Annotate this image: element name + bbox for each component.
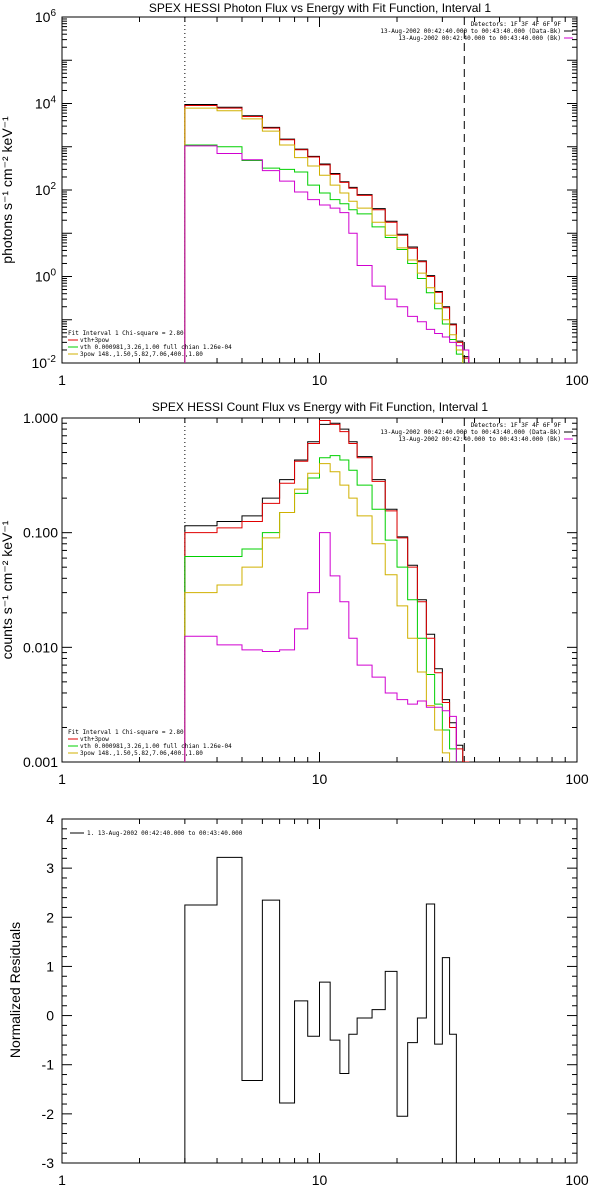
data-series (184, 856, 457, 1163)
series-line (184, 422, 470, 762)
x-tick-label: 1 (58, 372, 66, 388)
series-line (184, 144, 464, 363)
axis-ticks: 1 10 100 -3 -2 -1 0 1 2 3 4 (42, 811, 589, 1188)
y-tick-label: 3 (46, 860, 54, 876)
x-tick-label: 1 (58, 771, 66, 787)
axis-ticks: 1 10 100 10-2 102 104 106 100 (32, 8, 589, 388)
series-line (184, 532, 457, 762)
y-axis-label: photons s⁻¹ cm⁻² keV⁻¹ (0, 116, 15, 264)
y-tick-label: 100 (35, 268, 57, 285)
series-line (184, 463, 451, 762)
legend-text: vth 0.000981,3.26,1.00 full chian 1.26e-… (80, 344, 232, 351)
data-series (184, 103, 470, 363)
legend-bottom-left: Fit Interval 1 Chi-square = 2.80vth+3pow… (68, 330, 232, 358)
legend-text: 3pow 148.,1.50,5.82,7.06,400.,1.80 (80, 750, 203, 757)
y-tick-label: -1 (42, 1057, 55, 1073)
y-tick-label: 102 (35, 181, 57, 198)
y-tick-label: 0.010 (23, 639, 58, 655)
y-tick-label: 106 (35, 8, 57, 25)
data-series (184, 420, 470, 762)
y-tick-label: 0.100 (23, 525, 58, 541)
legend-text: Fit Interval 1 Chi-square = 2.80 (68, 729, 184, 736)
svg-text:Normalized Residuals: Normalized Residuals (7, 922, 23, 1058)
y-tick-label: 1.000 (23, 410, 58, 426)
x-tick-label: 1 (58, 1172, 66, 1188)
photon-flux-chart: SPEX HESSI Photon Flux vs Energy with Fi… (0, 1, 589, 388)
legend-text: 13-Aug-2002 00:42:40.000 to 00:43:40.000… (380, 28, 561, 35)
residual-line (184, 856, 457, 1163)
legend-text: Detectors: 1F 3F 4F 6F 9F (471, 422, 562, 429)
series-line (184, 455, 457, 762)
svg-text:photons s⁻¹ cm⁻² keV⁻¹: photons s⁻¹ cm⁻² keV⁻¹ (0, 116, 15, 264)
reference-lines (184, 418, 465, 762)
y-tick-label: 4 (46, 811, 54, 827)
series-line (184, 420, 470, 762)
y-axis-label: counts s⁻¹ cm⁻² keV⁻¹ (0, 520, 15, 659)
legend-text: vth 0.000981,3.26,1.00 full chian 1.26e-… (80, 743, 232, 750)
series-line (184, 104, 470, 363)
legend-text: vth+3pow (80, 337, 109, 344)
y-tick-label: -2 (42, 1106, 55, 1122)
legend: 1. 13-Aug-2002 00:42:40.000 to 00:43:40.… (70, 830, 243, 837)
legend-bottom-left: Fit Interval 1 Chi-square = 2.80vth+3pow… (68, 729, 232, 757)
axis-ticks: 1 10 100 0.001 0.010 0.100 1.000 (23, 410, 589, 787)
x-tick-label: 10 (312, 771, 328, 787)
y-tick-label: -3 (42, 1155, 55, 1171)
y-tick-label: 2 (46, 909, 54, 925)
legend-text: 3pow 148.,1.50,5.82,7.06,400.,1.80 (80, 351, 203, 358)
reference-lines (184, 17, 465, 363)
y-tick-label: 0 (46, 1008, 54, 1024)
x-tick-label: 100 (565, 771, 589, 787)
x-tick-label: 10 (312, 1172, 328, 1188)
x-tick-label: 10 (312, 372, 328, 388)
legend-text: Detectors: 1F 3F 4F 6F 9F (471, 21, 562, 28)
count-flux-chart: SPEX HESSI Count Flux vs Energy with Fit… (0, 400, 589, 787)
y-tick-label: 10-2 (32, 354, 57, 371)
series-line (184, 103, 470, 363)
chart-title: SPEX HESSI Count Flux vs Energy with Fit… (152, 400, 488, 414)
legend-text: vth+3pow (80, 736, 109, 743)
series-line (184, 107, 464, 363)
y-tick-label: 104 (35, 95, 57, 112)
x-tick-label: 100 (565, 1172, 589, 1188)
legend-text: 13-Aug-2002 00:42:40.000 to 00:43:40.000… (380, 429, 561, 436)
chart-title: SPEX HESSI Photon Flux vs Energy with Fi… (149, 1, 491, 15)
series-line (184, 145, 470, 363)
y-tick-label: 0.001 (23, 754, 58, 770)
svg-text:counts s⁻¹ cm⁻² keV⁻¹: counts s⁻¹ cm⁻² keV⁻¹ (0, 520, 15, 659)
y-tick-label: 1 (46, 958, 54, 974)
x-tick-label: 100 (565, 372, 589, 388)
legend-text: 13-Aug-2002 00:42:40.000 to 00:43:40.000… (398, 35, 561, 42)
residuals-chart: Normalized Residuals 1 10 100 -3 -2 -1 0 1 2 3 4 1… (7, 811, 589, 1188)
legend-text: Fit Interval 1 Chi-square = 2.80 (68, 330, 184, 337)
y-axis-label: Normalized Residuals (7, 922, 23, 1058)
legend-text: 13-Aug-2002 00:42:40.000 to 00:43:40.000… (398, 436, 561, 443)
legend-text: 1. 13-Aug-2002 00:42:40.000 to 00:43:40.… (87, 830, 243, 837)
